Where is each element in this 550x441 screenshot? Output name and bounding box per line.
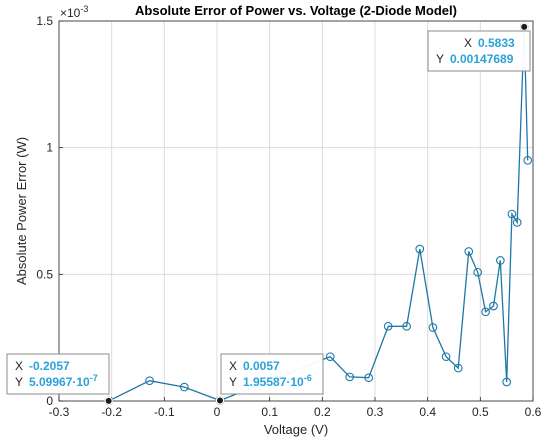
data-point	[428, 323, 438, 332]
datatip-x-key: X	[229, 359, 237, 373]
plot-area	[59, 21, 533, 401]
data-point	[512, 218, 522, 227]
y-tick-label: 1	[46, 141, 53, 155]
data-point	[402, 321, 411, 331]
data-point	[364, 373, 374, 383]
data-point	[507, 209, 517, 219]
x-tick-label: -0.1	[154, 405, 175, 419]
x-tick-label: 0.4	[419, 405, 436, 419]
data-point	[464, 247, 474, 256]
datatip-y-value: 0.00147689	[450, 52, 514, 66]
data-point	[383, 321, 393, 331]
data-point	[481, 307, 490, 317]
datatip-x-key: X	[15, 359, 23, 373]
x-tick-label: 0.1	[261, 405, 278, 419]
y-tick-label: 0	[46, 394, 53, 408]
datatip-y-value: 5.09967·10-7	[29, 373, 98, 389]
data-point	[325, 352, 335, 362]
datatip-x-key: X	[464, 36, 472, 50]
datatip-x-value: 0.0057	[243, 359, 280, 373]
datatip-box[interactable]	[220, 353, 324, 395]
datatip-box[interactable]	[6, 353, 110, 395]
datatip-x-value: 0.5833	[478, 36, 515, 50]
chart-title: Absolute Error of Power vs. Voltage (2-D…	[135, 3, 457, 18]
x-tick-label: 0	[214, 405, 221, 419]
x-tick-label: 0.3	[367, 405, 384, 419]
y-tick-label: 0.5	[36, 267, 53, 281]
datatip-marker[interactable]	[104, 396, 113, 406]
plot-frame	[58, 20, 534, 402]
datatip-marker[interactable]	[520, 22, 529, 32]
y-tick-labels: 0 0.5 1 1.5	[36, 14, 63, 408]
data-point	[415, 244, 425, 254]
y-axis-label: Absolute Power Error (W)	[14, 137, 29, 285]
y-tick-label: 1.5	[36, 14, 53, 28]
data-point	[453, 363, 463, 373]
datatip-y-key: Y	[229, 375, 237, 389]
data-point	[523, 155, 533, 165]
datatips: X 0.5833 Y 0.00147689 X -0.2057 Y 5.09967·10-7 X…	[6, 22, 531, 406]
datatip-y-key: Y	[436, 52, 444, 66]
data-point	[145, 376, 154, 386]
data-point	[502, 377, 512, 387]
datatip-marker[interactable]	[215, 396, 225, 405]
datatip-y-key: Y	[15, 375, 23, 389]
datatip-x-value: -0.2057	[29, 359, 70, 373]
data-point	[179, 382, 189, 392]
data-point	[495, 256, 505, 265]
data-point	[489, 301, 498, 311]
x-axis-label: Voltage (V)	[264, 422, 328, 437]
x-tick-label: 0.2	[314, 405, 331, 419]
x-tick-label: -0.3	[49, 405, 70, 419]
x-tick-label: 0.5	[472, 405, 489, 419]
datatip-box[interactable]	[427, 30, 531, 72]
data-point	[473, 267, 483, 277]
x-tick-labels: -0.3 -0.2 -0.1 0 0.1 0.2 0.3 0.4 0.5 0.6	[49, 397, 542, 419]
x-tick-label: 0.6	[525, 405, 542, 419]
y-exponent: ×10-3	[60, 4, 88, 20]
data-point	[441, 352, 451, 362]
x-tick-label: -0.2	[101, 405, 122, 419]
datatip-y-value: 1.95587·10-6	[243, 373, 312, 389]
data-point	[345, 372, 355, 382]
